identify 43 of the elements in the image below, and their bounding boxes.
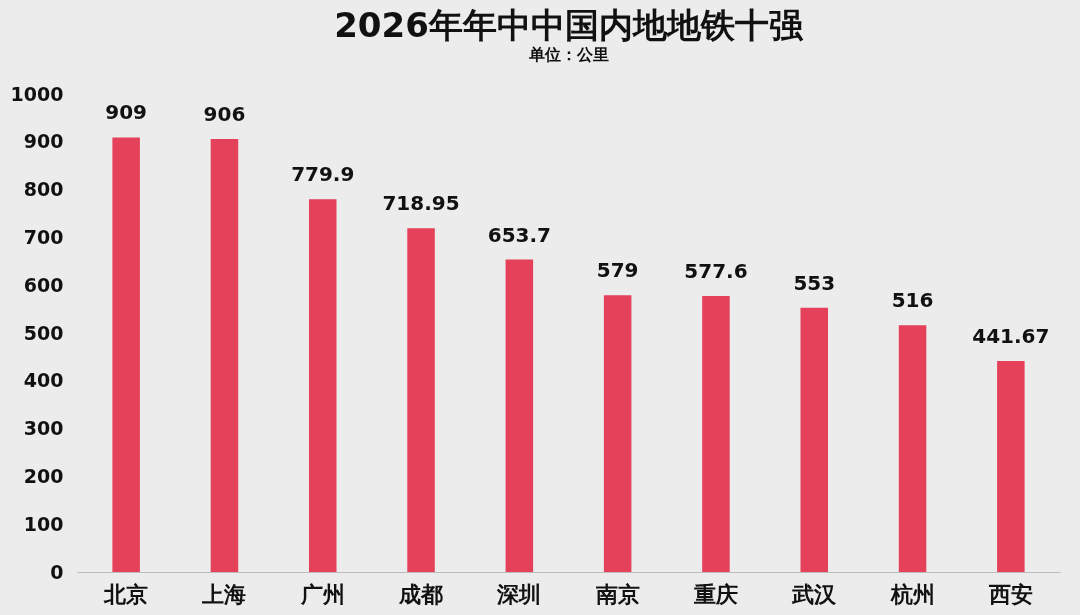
y-tick-label: 500 bbox=[23, 321, 64, 344]
bar bbox=[603, 295, 632, 572]
y-tick-label: 100 bbox=[23, 512, 64, 535]
bar bbox=[702, 295, 730, 572]
bar bbox=[210, 138, 239, 572]
x-tick-label: 成都 bbox=[398, 581, 444, 607]
x-tick-label: 广州 bbox=[299, 581, 345, 607]
y-tick-label: 900 bbox=[23, 130, 64, 153]
x-tick-label: 武汉 bbox=[791, 581, 838, 607]
x-tick-label: 重庆 bbox=[692, 581, 738, 607]
bar bbox=[800, 307, 829, 572]
data-label: 579 bbox=[596, 258, 639, 283]
bar bbox=[505, 259, 534, 572]
data-label: 441.67 bbox=[972, 323, 1050, 348]
data-label: 779.9 bbox=[291, 162, 355, 187]
data-label: 653.7 bbox=[487, 222, 551, 247]
x-tick-label: 西安 bbox=[987, 581, 1033, 607]
data-label: 718.95 bbox=[382, 191, 460, 216]
x-tick-label: 上海 bbox=[201, 581, 247, 607]
bar bbox=[407, 228, 435, 572]
y-tick-label: 300 bbox=[23, 417, 64, 440]
y-tick-label: 400 bbox=[23, 369, 64, 392]
data-label: 906 bbox=[203, 101, 246, 126]
bar bbox=[112, 137, 140, 572]
x-tick-label: 深圳 bbox=[496, 581, 542, 607]
y-tick-label: 0 bbox=[50, 560, 64, 583]
bar bbox=[308, 199, 337, 572]
data-label: 909 bbox=[105, 100, 148, 125]
bar bbox=[997, 360, 1025, 572]
data-label: 516 bbox=[891, 288, 934, 313]
y-tick-label: 600 bbox=[23, 273, 64, 296]
x-tick-label: 北京 bbox=[103, 581, 149, 607]
y-tick-label: 200 bbox=[23, 464, 64, 487]
chart-title: 2026年年中中国内地地铁十强 bbox=[334, 5, 804, 45]
x-tick-label: 南京 bbox=[594, 581, 640, 607]
chart-subtitle: 单位：公里 bbox=[527, 45, 609, 64]
data-label: 553 bbox=[793, 270, 836, 295]
y-tick-label: 700 bbox=[23, 225, 64, 248]
y-tick-label: 800 bbox=[23, 178, 64, 201]
x-tick-label: 杭州 bbox=[889, 581, 935, 607]
y-tick-label: 1000 bbox=[10, 82, 64, 105]
data-label: 577.6 bbox=[684, 258, 748, 283]
bar bbox=[898, 325, 927, 572]
